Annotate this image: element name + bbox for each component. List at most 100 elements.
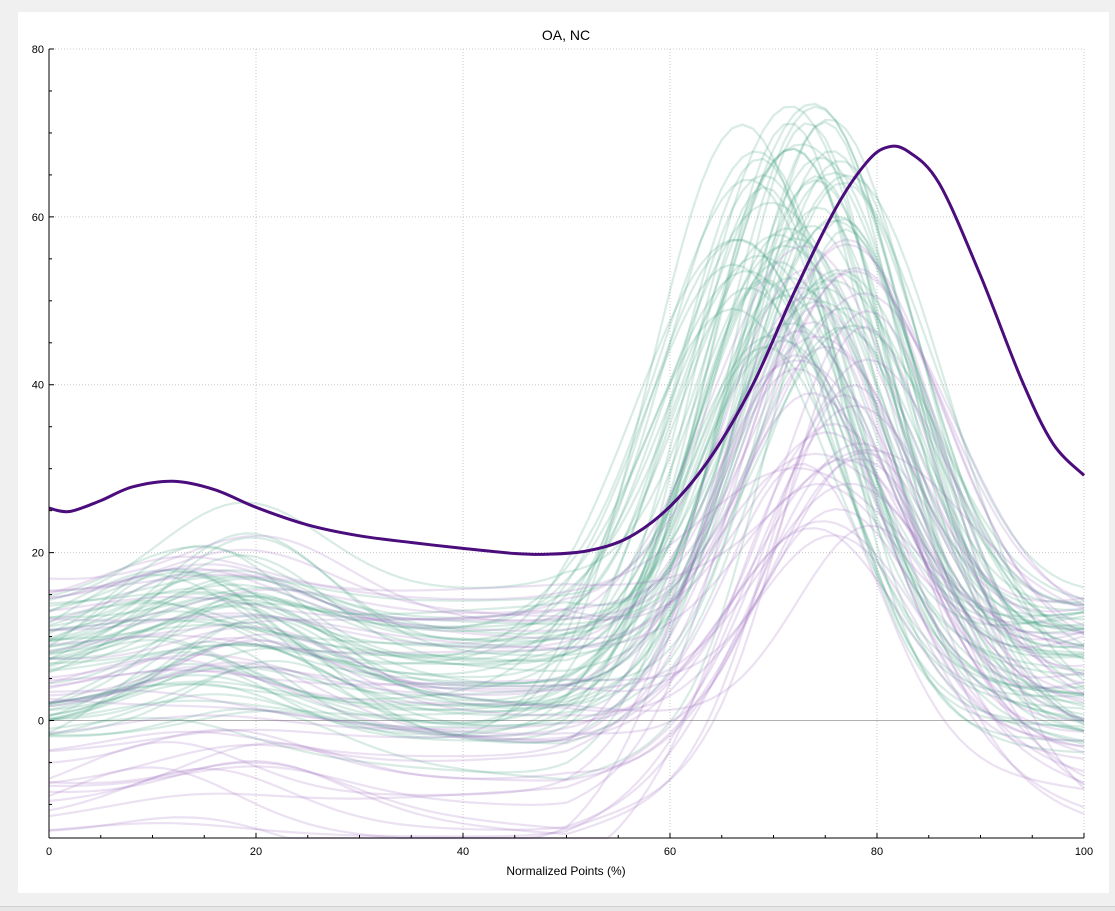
green-series-line bbox=[48, 171, 1085, 713]
purple-series-line bbox=[48, 452, 1085, 697]
purple-series-line bbox=[48, 482, 1085, 708]
purple-series-line bbox=[48, 520, 1085, 773]
green-series-line bbox=[48, 228, 1085, 781]
x-tick-label: 80 bbox=[871, 846, 883, 858]
purple-series-line bbox=[48, 393, 1085, 836]
green-series-line bbox=[48, 268, 1085, 744]
y-tick-label: 80 bbox=[32, 44, 44, 56]
green-series-line bbox=[48, 105, 1085, 663]
green-series-line bbox=[48, 244, 1085, 725]
green-series-line bbox=[48, 272, 1085, 736]
purple-series-line bbox=[48, 353, 1085, 744]
green-series-line bbox=[48, 334, 1085, 724]
purple-series-line bbox=[48, 534, 1085, 809]
green-series-line bbox=[48, 102, 1085, 726]
purple-series-line bbox=[48, 269, 1085, 631]
x-tick-label: 100 bbox=[1075, 846, 1093, 858]
purple-series-line bbox=[48, 451, 1085, 696]
highlight-series-line bbox=[48, 144, 1086, 556]
green-series-line bbox=[48, 157, 1085, 743]
green-series-line bbox=[48, 147, 1085, 738]
purple-series-line bbox=[49, 320, 1085, 806]
green-series-line bbox=[48, 105, 1085, 736]
y-tick-label: 20 bbox=[32, 548, 44, 560]
purple-series-line bbox=[48, 304, 1085, 784]
green-series-line bbox=[48, 218, 1085, 732]
green-series-line bbox=[48, 156, 1085, 774]
green-series-line bbox=[48, 280, 1085, 728]
y-tick-label: 40 bbox=[32, 380, 44, 392]
green-series-line bbox=[48, 123, 1085, 725]
purple-series-line bbox=[48, 457, 1085, 803]
green-series-line bbox=[48, 294, 1085, 696]
green-series-line bbox=[48, 237, 1085, 708]
green-series-line bbox=[48, 160, 1085, 676]
purple-series-line bbox=[48, 462, 1085, 791]
purple-series-line bbox=[48, 330, 1085, 840]
green-series-line bbox=[48, 238, 1085, 677]
green-series-line bbox=[48, 345, 1085, 711]
purple-series-line bbox=[48, 404, 1085, 838]
green-series-line bbox=[48, 147, 1085, 742]
purple-series-line bbox=[48, 309, 1085, 790]
green-series-line bbox=[48, 143, 1085, 619]
green-series-line bbox=[48, 286, 1085, 707]
green-series-line bbox=[48, 215, 1085, 722]
purple-series-line bbox=[48, 431, 1085, 721]
green-series-line bbox=[48, 201, 1084, 676]
green-series-line bbox=[48, 122, 1085, 654]
green-series-line bbox=[48, 261, 1085, 705]
green-series-line bbox=[48, 287, 1085, 754]
highlight-series-layer bbox=[48, 144, 1086, 556]
green-series-line bbox=[48, 122, 1085, 688]
purple-series-line bbox=[48, 448, 1085, 610]
purple-series-line bbox=[48, 359, 1085, 778]
green-series-line bbox=[48, 279, 1085, 661]
green-series-line bbox=[48, 150, 1085, 722]
x-tick-label: 60 bbox=[664, 846, 676, 858]
purple-series-line bbox=[48, 358, 1085, 818]
green-series-line bbox=[48, 286, 1085, 717]
green-series-line bbox=[48, 277, 1085, 731]
purple-series-line bbox=[48, 335, 1085, 676]
line-chart: 0 20 40 60 80 100 0 20 40 60 80 OA, NC Normalized … bbox=[32, 27, 1093, 878]
green-series-line bbox=[48, 339, 1085, 685]
green-series-line bbox=[48, 306, 1085, 626]
green-series-line bbox=[48, 307, 1085, 710]
purple-series-line bbox=[48, 244, 1085, 634]
purple-series-line bbox=[48, 526, 1085, 760]
purple-series-line bbox=[48, 345, 1085, 784]
green-series-line bbox=[48, 300, 1085, 685]
purple-series-line bbox=[48, 238, 1085, 695]
purple-series-line bbox=[48, 243, 1085, 635]
purple-series-line bbox=[48, 383, 1085, 753]
purple-series-line bbox=[48, 292, 1085, 622]
purple-series-line bbox=[48, 325, 1085, 831]
purple-series-line bbox=[48, 296, 1085, 797]
green-series-line bbox=[48, 233, 1085, 659]
purple-series-line bbox=[48, 482, 1085, 655]
green-series-line bbox=[48, 224, 1085, 733]
green-series-line bbox=[48, 150, 1085, 720]
green-series-line bbox=[48, 185, 1085, 743]
green-series-line bbox=[48, 276, 1085, 628]
x-axis-label: Normalized Points (%) bbox=[506, 864, 625, 878]
green-series-line bbox=[48, 206, 1085, 721]
green-series-line bbox=[48, 181, 1085, 657]
green-series-line bbox=[49, 238, 1085, 739]
purple-series-line bbox=[48, 524, 1085, 754]
purple-series-line bbox=[48, 458, 1085, 742]
purple-series-line bbox=[48, 507, 1085, 782]
y-tick-label: 60 bbox=[32, 212, 44, 224]
chart-title: OA, NC bbox=[542, 27, 590, 43]
green-series-line bbox=[48, 118, 1085, 662]
x-tick-label: 40 bbox=[457, 846, 469, 858]
green-series-line bbox=[48, 324, 1085, 673]
green-series-line bbox=[48, 227, 1085, 707]
purple-series-line bbox=[48, 467, 1085, 651]
x-tick-label: 20 bbox=[250, 846, 262, 858]
window-bottom-border bbox=[0, 906, 1115, 911]
green-series-line bbox=[48, 322, 1085, 720]
green-series-line bbox=[48, 326, 1085, 745]
